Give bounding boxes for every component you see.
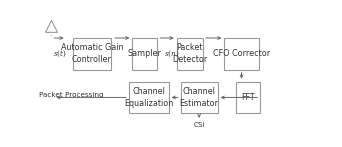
Text: CSI: CSI [193,122,205,128]
Text: $s(n)$: $s(n)$ [164,49,180,59]
Bar [236,82,260,113]
Text: Channel
Estimator: Channel Estimator [180,87,219,108]
Bar [73,38,111,70]
Text: Sampler: Sampler [128,49,162,58]
Text: Packet
Detector: Packet Detector [172,44,208,64]
Bar [129,82,169,113]
Bar [224,38,259,70]
Text: CFO Corrector: CFO Corrector [213,49,270,58]
Bar [181,82,218,113]
Bar [132,38,157,70]
Text: Packet Processing: Packet Processing [39,92,104,98]
Text: Automatic Gain
Controller: Automatic Gain Controller [61,44,123,64]
Text: FFT: FFT [241,93,255,102]
Text: Channel
Equalization: Channel Equalization [124,87,173,108]
Text: $s(t)$: $s(t)$ [53,49,66,59]
Bar [176,38,203,70]
